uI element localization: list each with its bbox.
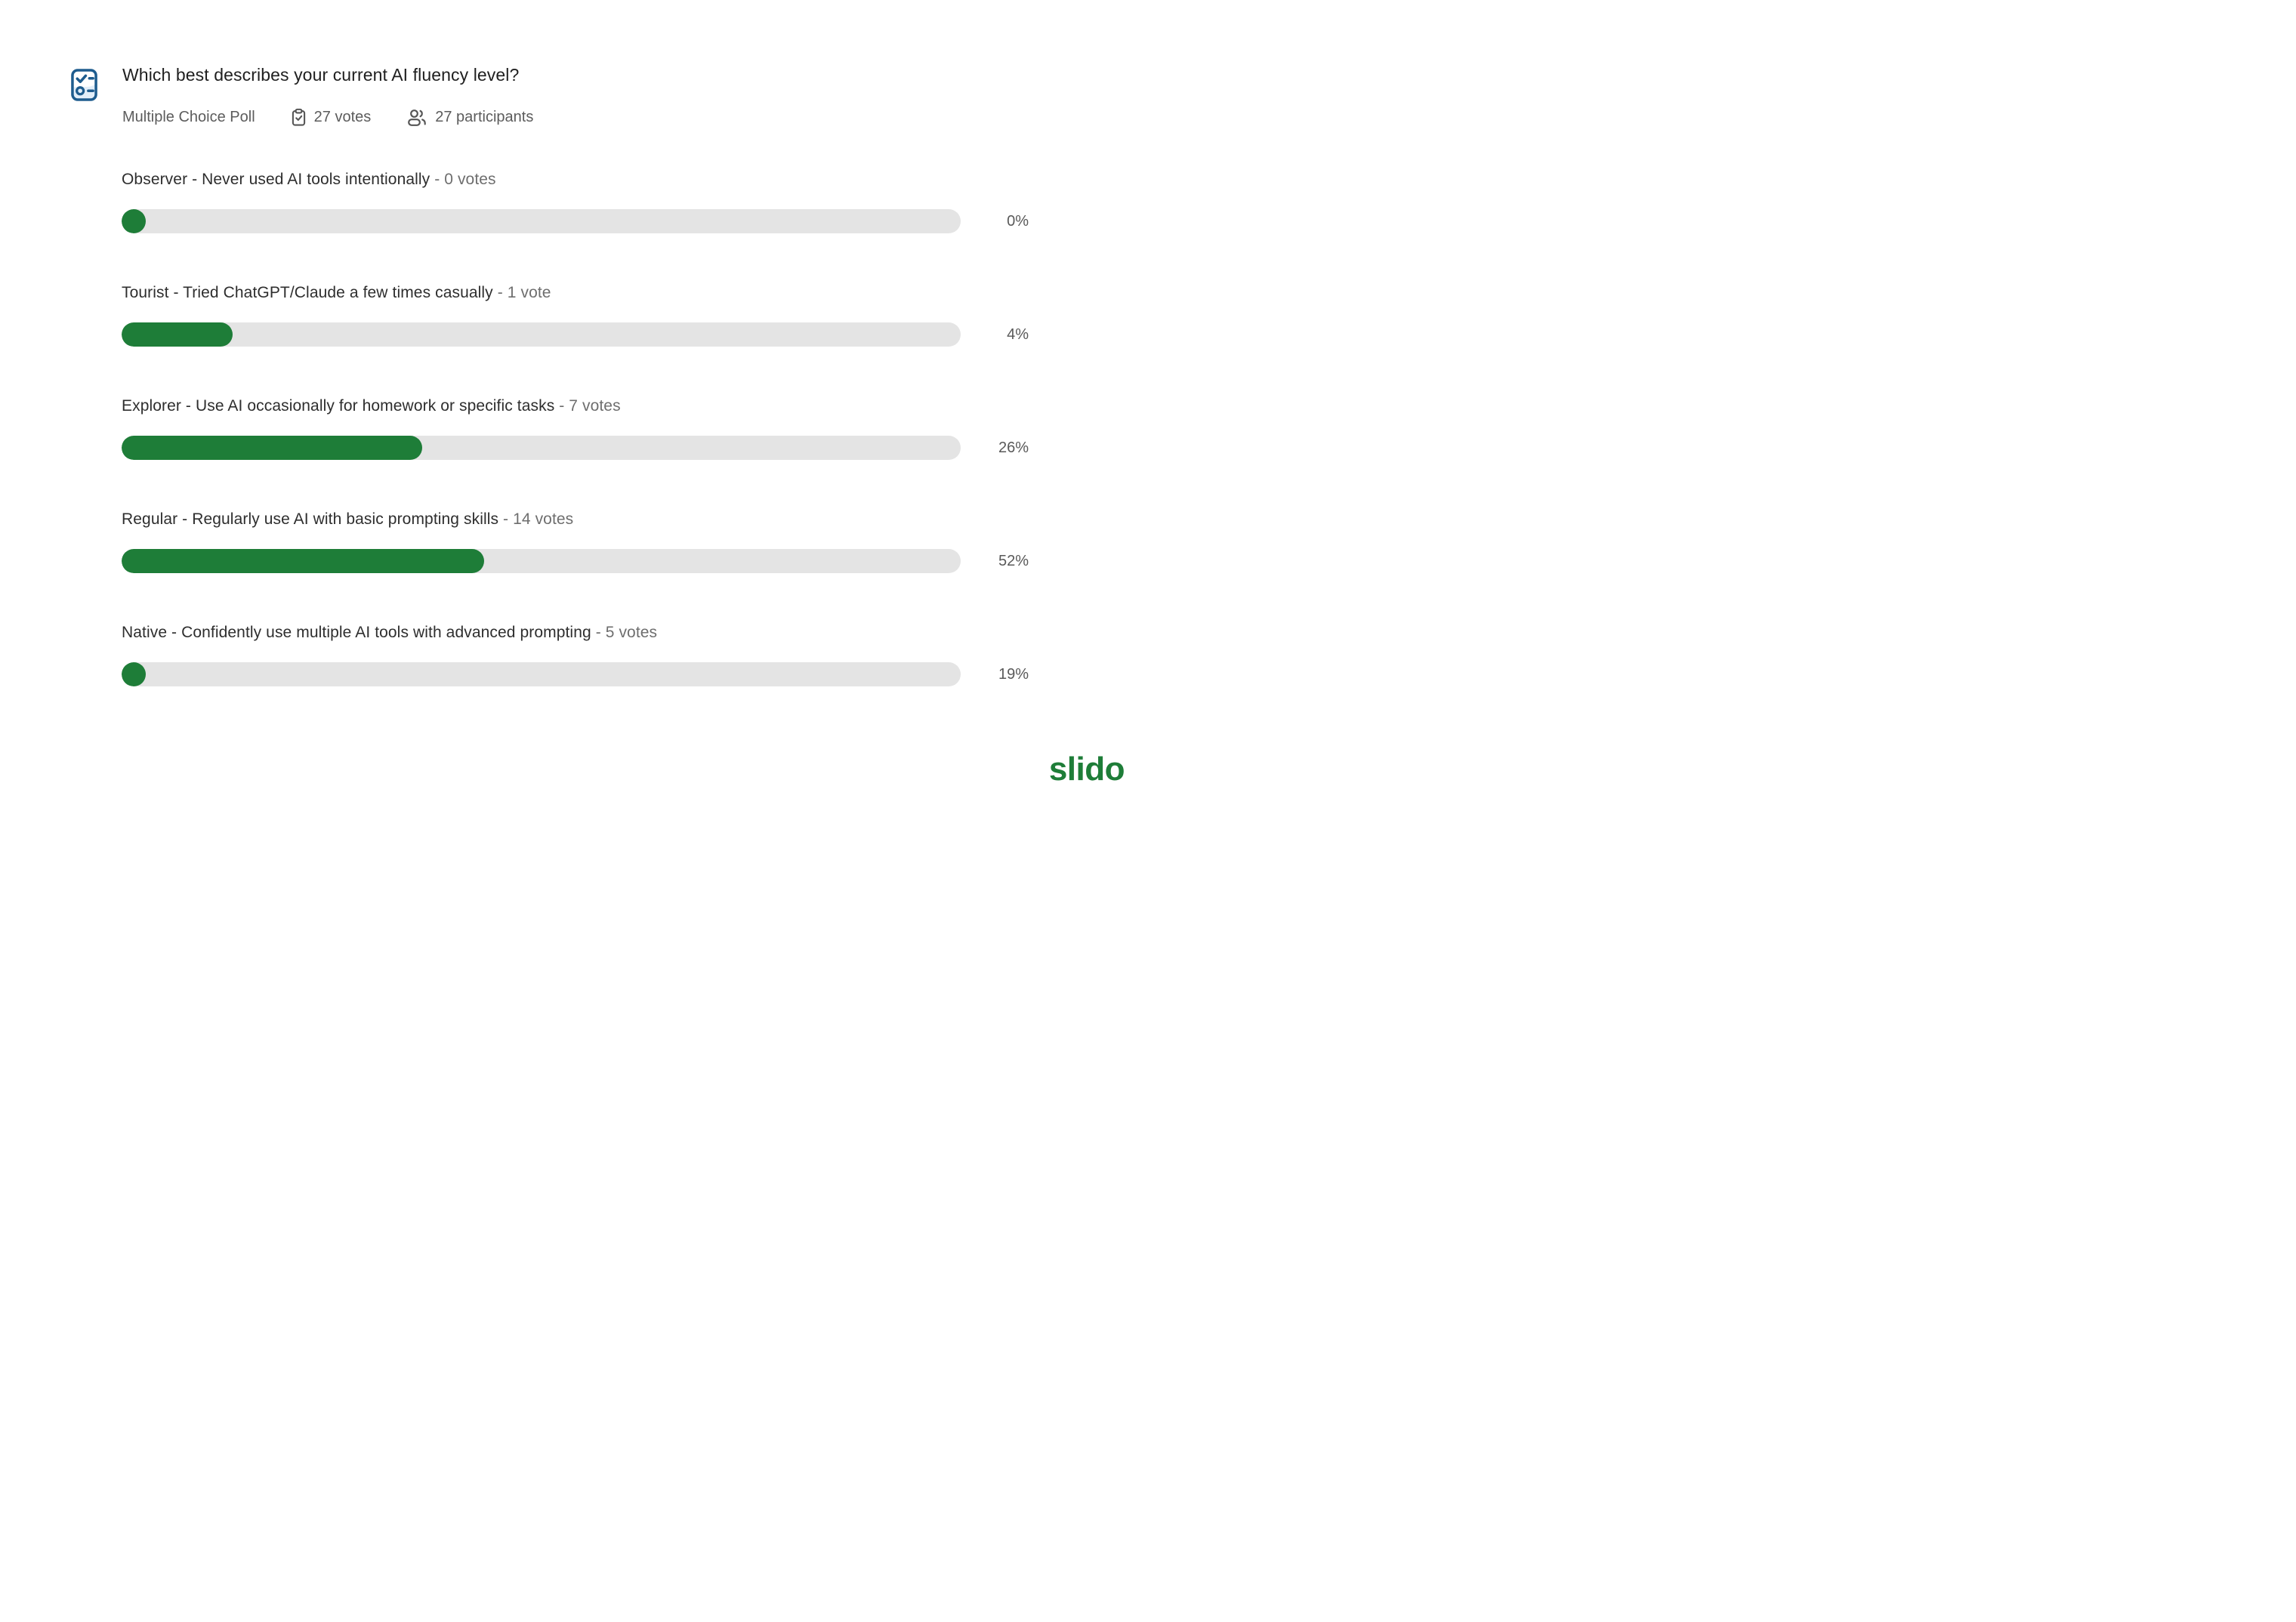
option-separator: - [497, 284, 503, 301]
poll-type-label: Multiple Choice Poll [122, 109, 255, 125]
poll-option-row: Observer - Never used AI tools intention… [122, 170, 1029, 233]
option-separator: - [434, 171, 440, 188]
option-label: Tourist - Tried ChatGPT/Claude a few tim… [122, 283, 1029, 303]
option-votes: 7 votes [569, 397, 621, 415]
option-label: Explorer - Use AI occasionally for homew… [122, 396, 1029, 416]
option-text: Observer - Never used AI tools intention… [122, 171, 430, 188]
poll-option-row: Native - Confidently use multiple AI too… [122, 623, 1029, 686]
poll-question-title: Which best describes your current AI flu… [122, 65, 520, 85]
option-percent: 52% [998, 552, 1029, 569]
option-text: Tourist - Tried ChatGPT/Claude a few tim… [122, 284, 493, 301]
option-votes: 0 votes [444, 171, 496, 188]
poll-option-row: Tourist - Tried ChatGPT/Claude a few tim… [122, 283, 1029, 347]
option-bar-track [122, 662, 961, 686]
option-separator: - [595, 624, 601, 641]
option-percent: 19% [998, 665, 1029, 683]
option-votes: 5 votes [605, 624, 658, 641]
option-percent: 26% [998, 439, 1029, 456]
option-percent: 0% [1007, 212, 1029, 230]
option-bar-fill [122, 662, 147, 686]
option-separator: - [503, 510, 509, 528]
option-bar-fill [122, 322, 233, 347]
participants-count-label: 27 participants [435, 109, 534, 125]
option-text: Regular - Regularly use AI with basic pr… [122, 510, 499, 528]
participants-count: 27 participants [407, 109, 533, 127]
option-label: Regular - Regularly use AI with basic pr… [122, 510, 1029, 529]
option-votes: 14 votes [513, 510, 574, 528]
option-bar-track [122, 549, 961, 573]
option-bar-fill [122, 436, 422, 460]
option-bar-track [122, 209, 961, 233]
option-label: Native - Confidently use multiple AI too… [122, 623, 1029, 643]
participants-icon [407, 109, 427, 127]
option-bar-fill [122, 209, 147, 233]
option-label: Observer - Never used AI tools intention… [122, 170, 1029, 190]
poll-options-list: Observer - Never used AI tools intention… [122, 170, 1029, 686]
option-bar-track [122, 322, 961, 347]
votes-count: 27 votes [292, 108, 372, 127]
option-votes: 1 vote [507, 284, 551, 301]
poll-option-row: Explorer - Use AI occasionally for homew… [122, 396, 1029, 460]
votes-count-label: 27 votes [313, 109, 372, 125]
option-percent: 4% [1007, 325, 1029, 343]
option-separator: - [559, 397, 565, 415]
poll-header: Which best describes your current AI flu… [71, 63, 533, 127]
slido-poll-results-page: Which best describes your current AI flu… [0, 0, 1148, 811]
option-bar-fill [122, 549, 484, 573]
multiple-choice-poll-icon [71, 69, 97, 101]
option-bar-track [122, 436, 961, 460]
option-text: Explorer - Use AI occasionally for homew… [122, 397, 555, 415]
clipboard-check-icon [292, 108, 306, 127]
poll-meta-row: Multiple Choice Poll 27 votes [122, 108, 533, 127]
poll-option-row: Regular - Regularly use AI with basic pr… [122, 510, 1029, 573]
option-text: Native - Confidently use multiple AI too… [122, 624, 591, 641]
slido-logo: slido [1048, 751, 1125, 788]
